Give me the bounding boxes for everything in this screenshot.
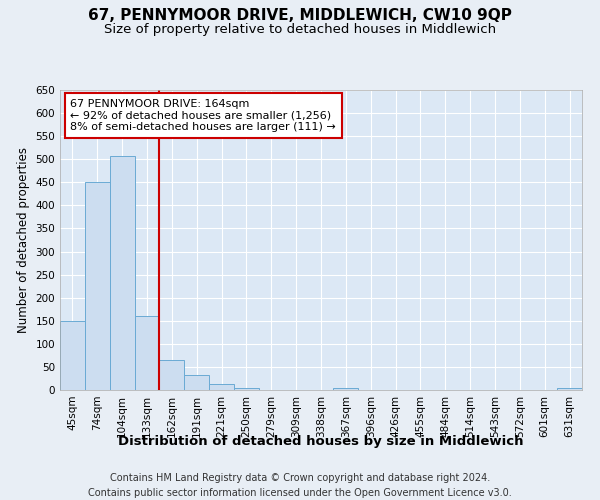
Y-axis label: Number of detached properties: Number of detached properties (17, 147, 30, 333)
Bar (557, 388, 582, 390)
Bar (85, 182, 110, 390)
Bar (334, 388, 358, 390)
Text: 67, PENNYMOOR DRIVE, MIDDLEWICH, CW10 9QP: 67, PENNYMOOR DRIVE, MIDDLEWICH, CW10 9Q… (88, 8, 512, 22)
Text: Distribution of detached houses by size in Middlewich: Distribution of detached houses by size … (118, 435, 524, 448)
Text: Size of property relative to detached houses in Middlewich: Size of property relative to detached ho… (104, 22, 496, 36)
Bar (184, 375, 209, 390)
Bar (160, 360, 184, 390)
Bar (110, 156, 134, 390)
Bar (234, 388, 259, 390)
Bar (209, 384, 234, 390)
Text: Contains HM Land Registry data © Crown copyright and database right 2024.
Contai: Contains HM Land Registry data © Crown c… (88, 472, 512, 498)
Bar (60, 321, 85, 390)
Text: 67 PENNYMOOR DRIVE: 164sqm
← 92% of detached houses are smaller (1,256)
8% of se: 67 PENNYMOOR DRIVE: 164sqm ← 92% of deta… (70, 99, 336, 132)
Bar (134, 316, 160, 390)
